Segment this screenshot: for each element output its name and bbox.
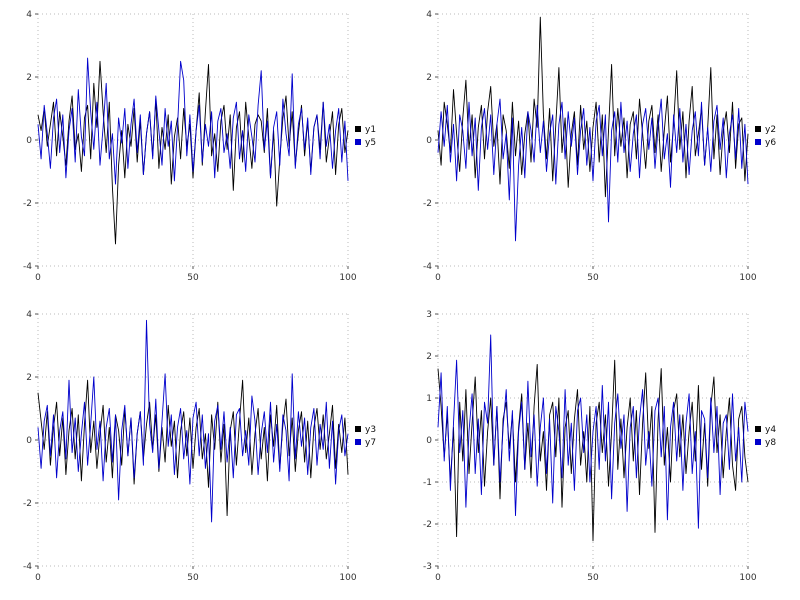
legend-marker-y3 <box>355 426 361 432</box>
legend-marker-y7 <box>355 439 361 445</box>
y-tick-label: -4 <box>23 562 32 572</box>
series-line-y5 <box>37 57 349 185</box>
series-line-y4 <box>437 359 749 542</box>
legend-label-y5: y5 <box>365 138 376 148</box>
legend-label-y7: y7 <box>365 438 376 448</box>
y-tick-label: 0 <box>426 436 432 446</box>
x-tick-label: 50 <box>587 573 599 583</box>
y-tick-label: -2 <box>423 520 432 530</box>
chart-svg-2: 0 50 100 -4 -2 0 2 4 y2 y6 <box>423 10 776 283</box>
legend-marker-y4 <box>755 426 761 432</box>
series-line-y6 <box>437 98 749 242</box>
y-tick-label: -4 <box>423 262 432 272</box>
y-tick-label: 4 <box>426 10 432 20</box>
y-tick-label: 2 <box>26 373 32 383</box>
chart-svg-4: 0 50 100 -3 -2 -1 0 1 2 3 y4 y8 <box>423 310 776 583</box>
legend-marker-y1 <box>355 126 361 132</box>
x-tick-label: 0 <box>35 273 41 283</box>
legend-marker-y5 <box>355 139 361 145</box>
x-tick-label: 100 <box>739 573 756 583</box>
chart-panel-3: 0 50 100 -4 -2 0 2 4 y3 y7 <box>0 300 400 600</box>
y-tick-label: -2 <box>423 199 432 209</box>
x-tick-label: 50 <box>187 273 199 283</box>
series-line-y3 <box>37 379 349 517</box>
y-tick-label: -2 <box>23 199 32 209</box>
chart-panel-2: 0 50 100 -4 -2 0 2 4 y2 y6 <box>400 0 800 300</box>
x-tick-label: 50 <box>587 273 599 283</box>
legend-label-y6: y6 <box>765 138 776 148</box>
chart-panel-4: 0 50 100 -3 -2 -1 0 1 2 3 y4 y8 <box>400 300 800 600</box>
legend-marker-y8 <box>755 439 761 445</box>
series-line-y2 <box>437 16 749 198</box>
y-tick-label: 0 <box>426 136 432 146</box>
y-tick-label: 4 <box>26 310 32 320</box>
x-tick-label: 0 <box>435 273 441 283</box>
y-tick-label: 2 <box>426 73 432 83</box>
y-tick-label: 1 <box>426 394 432 404</box>
x-tick-label: 50 <box>187 573 199 583</box>
legend-label-y4: y4 <box>765 425 776 435</box>
series-line-y7 <box>37 319 349 523</box>
legend-marker-y6 <box>755 139 761 145</box>
y-tick-label: -3 <box>423 562 432 572</box>
legend-label-y8: y8 <box>765 438 776 448</box>
y-tick-label: -2 <box>23 499 32 509</box>
legend-label-y3: y3 <box>365 425 376 435</box>
y-tick-label: 0 <box>26 136 32 146</box>
legend-label-y2: y2 <box>765 125 776 135</box>
y-tick-label: -1 <box>423 478 432 488</box>
y-tick-label: 2 <box>26 73 32 83</box>
legend-marker-y2 <box>755 126 761 132</box>
y-tick-label: -4 <box>23 262 32 272</box>
series-line-y8 <box>437 334 749 529</box>
x-tick-label: 0 <box>435 573 441 583</box>
x-tick-label: 100 <box>339 273 356 283</box>
y-tick-label: 4 <box>26 10 32 20</box>
y-tick-label: 2 <box>426 352 432 362</box>
chart-svg-1: 0 50 100 -4 -2 0 2 4 y1 y5 <box>23 10 376 283</box>
x-tick-label: 0 <box>35 573 41 583</box>
y-tick-label: 0 <box>26 436 32 446</box>
x-tick-label: 100 <box>339 573 356 583</box>
chart-panel-1: 0 50 100 -4 -2 0 2 4 y1 y5 <box>0 0 400 300</box>
chart-svg-3: 0 50 100 -4 -2 0 2 4 y3 y7 <box>23 310 376 583</box>
legend-label-y1: y1 <box>365 125 376 135</box>
x-tick-label: 100 <box>739 273 756 283</box>
y-tick-label: 3 <box>426 310 432 320</box>
